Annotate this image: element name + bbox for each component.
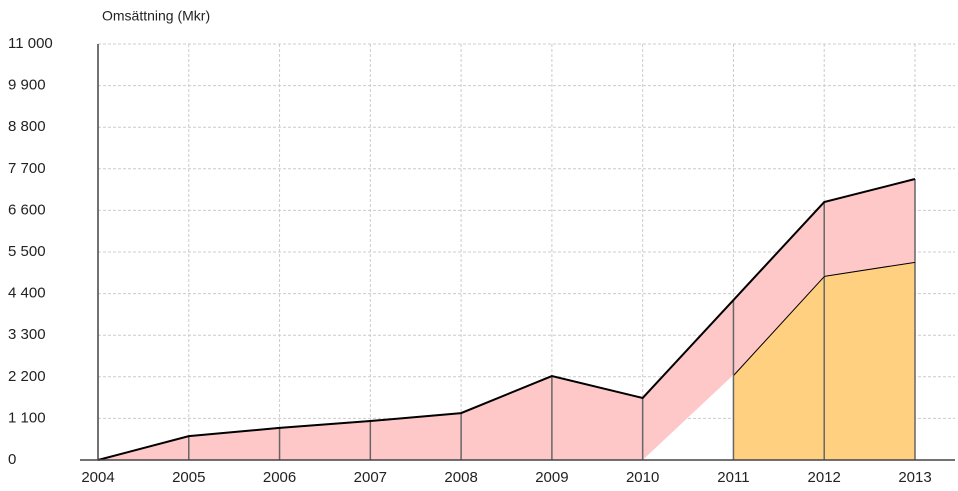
x-tick-label: 2010 (626, 469, 659, 486)
y-tick-label: 11 000 (8, 35, 53, 52)
y-tick-label: 1 100 (8, 409, 46, 426)
x-tick-label: 2005 (172, 469, 205, 486)
y-tick-label: 3 300 (8, 326, 46, 343)
y-tick-label: 9 900 (8, 77, 46, 94)
area (98, 179, 915, 460)
x-tick-label: 2013 (898, 469, 931, 486)
y-axis-title: Omsättning (Mkr) (102, 8, 210, 24)
x-tick-label: 2009 (535, 469, 568, 486)
y-tick-label: 0 (8, 451, 16, 468)
y-tick-label: 7 700 (8, 160, 46, 177)
y-tick-label: 4 400 (8, 285, 46, 302)
x-tick-label: 2004 (81, 469, 114, 486)
area-line (97, 178, 916, 461)
y-tick-label: 6 600 (8, 201, 46, 218)
x-tick-label: 2006 (263, 469, 296, 486)
y-tick-label: 2 200 (8, 368, 46, 385)
x-tick-label: 2011 (717, 469, 749, 486)
x-tick-label: 2008 (444, 469, 477, 486)
x-tick-label: 2007 (354, 469, 387, 486)
y-tick-label: 5 500 (8, 243, 46, 260)
x-tick-label: 2012 (808, 469, 841, 486)
y-tick-label: 8 800 (8, 118, 46, 135)
